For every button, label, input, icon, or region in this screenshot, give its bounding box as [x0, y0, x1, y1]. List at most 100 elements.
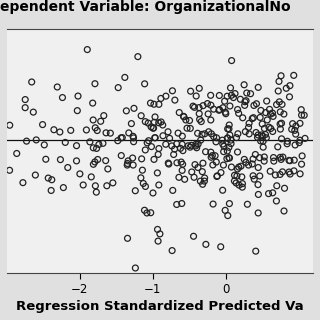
Point: [194, 93, 199, 99]
Point: [234, 180, 239, 186]
Point: [139, 113, 144, 118]
Point: [196, 105, 202, 110]
Point: [23, 105, 28, 110]
Point: [119, 153, 124, 158]
Point: [235, 131, 240, 136]
Point: [211, 107, 216, 112]
Point: [49, 188, 54, 193]
Point: [132, 106, 137, 111]
Point: [142, 81, 147, 86]
Point: [101, 113, 106, 118]
Point: [236, 111, 241, 116]
Point: [196, 165, 201, 170]
Point: [150, 190, 156, 196]
Point: [152, 135, 157, 140]
Point: [61, 185, 66, 190]
Point: [171, 152, 176, 157]
Point: [152, 120, 157, 125]
Point: [81, 182, 86, 188]
Point: [143, 184, 148, 189]
Point: [225, 213, 230, 218]
Point: [268, 169, 273, 174]
Point: [87, 139, 92, 144]
Point: [267, 107, 272, 112]
Point: [266, 124, 271, 130]
Point: [221, 163, 226, 168]
Point: [271, 158, 276, 164]
Point: [158, 96, 164, 101]
Point: [133, 188, 138, 193]
Point: [265, 117, 270, 123]
Point: [274, 198, 279, 204]
Point: [278, 126, 283, 132]
Point: [225, 136, 230, 141]
Point: [225, 126, 230, 132]
Point: [166, 161, 171, 166]
Point: [91, 145, 96, 150]
Point: [158, 119, 164, 124]
Point: [156, 102, 162, 107]
Point: [192, 105, 197, 110]
Point: [125, 161, 130, 166]
Point: [129, 121, 134, 126]
Point: [148, 124, 154, 129]
Point: [274, 102, 279, 107]
Point: [180, 134, 185, 139]
Point: [94, 146, 99, 151]
Point: [165, 129, 171, 134]
Point: [188, 126, 193, 131]
Point: [163, 93, 168, 99]
Point: [288, 172, 293, 177]
Point: [302, 113, 307, 118]
Point: [200, 182, 205, 187]
Point: [279, 136, 284, 141]
Point: [264, 135, 269, 140]
Point: [243, 129, 248, 134]
Point: [145, 140, 150, 145]
Point: [262, 155, 267, 160]
Point: [228, 141, 234, 146]
Point: [120, 135, 125, 140]
Point: [63, 140, 68, 145]
Point: [223, 111, 228, 116]
Point: [104, 183, 109, 188]
Point: [292, 168, 297, 173]
Point: [255, 182, 260, 187]
Point: [256, 165, 261, 170]
Point: [257, 155, 262, 160]
Point: [217, 107, 222, 112]
Point: [210, 153, 215, 158]
Point: [205, 111, 211, 116]
Point: [95, 157, 100, 162]
Point: [229, 164, 234, 170]
Point: [240, 185, 245, 190]
Point: [211, 202, 216, 207]
Point: [286, 158, 292, 163]
Point: [259, 132, 264, 138]
Point: [218, 170, 223, 175]
Point: [20, 180, 26, 185]
Point: [76, 93, 81, 99]
Point: [198, 179, 203, 184]
Point: [253, 152, 258, 157]
Point: [248, 91, 253, 96]
Text: ependent Variable: OrganizationalNo: ependent Variable: OrganizationalNo: [0, 0, 291, 14]
Point: [235, 166, 240, 172]
Point: [89, 174, 94, 180]
Point: [209, 131, 214, 136]
Point: [220, 138, 225, 143]
Point: [103, 158, 108, 163]
Point: [105, 166, 110, 172]
Point: [236, 164, 241, 170]
Point: [225, 148, 230, 154]
Point: [125, 158, 131, 164]
Point: [122, 75, 127, 80]
Point: [217, 93, 222, 98]
Point: [214, 174, 220, 179]
Point: [139, 156, 144, 161]
Point: [148, 100, 153, 106]
Point: [260, 121, 265, 126]
Point: [140, 168, 145, 173]
Point: [275, 144, 280, 149]
Point: [277, 99, 282, 104]
